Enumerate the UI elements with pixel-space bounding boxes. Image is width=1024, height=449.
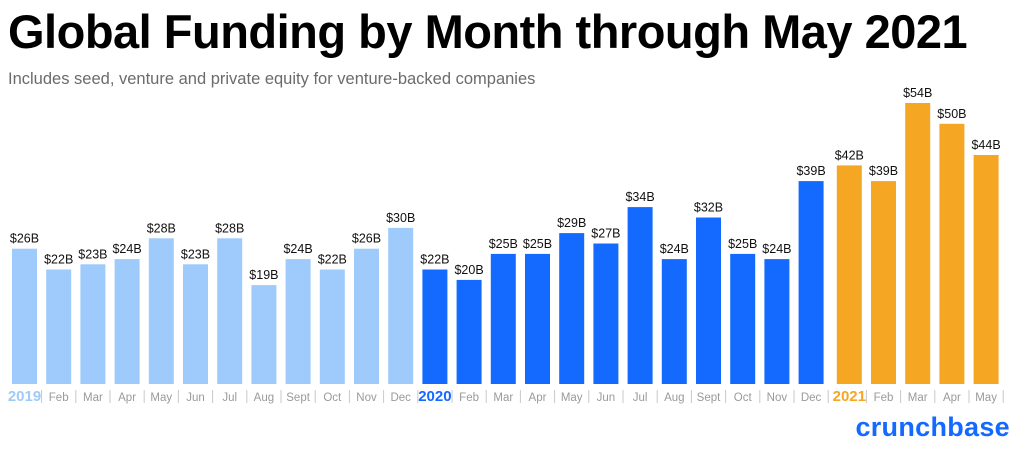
bar-2019-oct — [319, 269, 345, 384]
bar-value-label: $42B — [835, 148, 864, 162]
x-axis-month-label: Jun — [186, 392, 205, 404]
x-axis-month-label: Sept — [286, 392, 310, 404]
bar-value-label: $23B — [181, 247, 210, 261]
bar-value-label: $39B — [796, 164, 825, 178]
bar-value-label: $24B — [762, 242, 791, 256]
x-axis-month-label: Apr — [118, 392, 136, 404]
bar-2019-dec — [388, 227, 414, 384]
x-axis-month-label: Jul — [222, 392, 237, 404]
bar-value-label: $19B — [249, 268, 278, 282]
bar-value-label: $30B — [386, 211, 415, 225]
bar-2019-sept — [285, 259, 311, 384]
x-axis-month-label: Nov — [356, 392, 377, 404]
bar-2019-nov — [354, 248, 379, 384]
bar-value-label: $25B — [489, 237, 518, 251]
bar-2020-apr — [525, 253, 550, 384]
bar-value-label: $20B — [454, 263, 483, 277]
bar-value-label: $22B — [44, 253, 73, 267]
bar-2019-jul — [217, 238, 243, 384]
x-axis-month-label: Feb — [459, 392, 479, 404]
x-axis-year-label: 2019 — [8, 388, 41, 405]
x-axis-month-label: May — [975, 392, 997, 404]
bar-2019-jun — [183, 264, 208, 384]
x-axis-month-label: Nov — [767, 392, 788, 404]
x-axis-month-label: Mar — [493, 392, 513, 404]
bar-value-label: $22B — [318, 253, 347, 267]
x-axis-year-label: 2021 — [833, 388, 866, 405]
bar-2021-feb — [871, 181, 896, 384]
crunchbase-logo: crunchbase — [855, 412, 1010, 442]
x-axis-month-label: Aug — [664, 392, 684, 404]
bar-2020-feb — [456, 279, 482, 384]
x-axis-month-label: Jul — [633, 392, 648, 404]
bar-2020-sept — [696, 217, 721, 384]
x-axis-month-label: Aug — [254, 392, 274, 404]
bar-value-label: $26B — [10, 232, 39, 246]
bar-2020-may — [559, 233, 585, 384]
x-axis-month-label: May — [561, 392, 583, 404]
bar-2020-oct — [730, 253, 756, 384]
bar-2019-feb — [46, 269, 72, 384]
x-axis-month-label: Sept — [697, 392, 721, 404]
bar-value-label: $25B — [523, 237, 552, 251]
bar-value-label: $50B — [937, 107, 966, 121]
bar-value-label: $54B — [903, 86, 932, 100]
bar-2020-dec — [798, 181, 824, 384]
bar-value-label: $28B — [215, 221, 244, 235]
bar-value-label: $44B — [971, 138, 1000, 152]
bar-value-label: $27B — [591, 227, 620, 241]
chart-subtitle: Includes seed, venture and private equit… — [8, 70, 536, 88]
bar-2021-apr — [939, 123, 965, 385]
bar-2020-aug — [661, 259, 687, 384]
bar-2019-2019 — [12, 248, 37, 384]
x-axis-month-label: Mar — [83, 392, 103, 404]
bar-2020-jul — [627, 207, 653, 384]
bars-group — [12, 103, 999, 385]
chart-title: Global Funding by Month through May 2021 — [8, 5, 968, 58]
bar-value-label: $23B — [78, 247, 107, 261]
bar-2021-may — [973, 155, 999, 384]
bar-2020-jun — [593, 243, 619, 384]
bar-2021-mar — [905, 103, 931, 384]
bar-value-label: $22B — [420, 253, 449, 267]
x-axis-month-label: Oct — [323, 392, 342, 404]
x-axis-month-label: Feb — [49, 392, 69, 404]
bar-2019-may — [148, 238, 174, 384]
x-axis-month-label: Jun — [597, 392, 616, 404]
bar-value-label: $24B — [660, 242, 689, 256]
bar-value-label: $39B — [869, 164, 898, 178]
x-axis-month-label: Oct — [734, 392, 753, 404]
bar-2020-mar — [490, 253, 516, 384]
bar-value-label: $26B — [352, 232, 381, 246]
x-axis-month-label: Apr — [529, 392, 547, 404]
bar-2019-mar — [80, 264, 106, 384]
x-axis-month-label: May — [150, 392, 172, 404]
value-labels-group: $26B $22B $23B $24B $28B $23B $28B $19B $24B $22B… — [10, 86, 1001, 282]
x-axis-month-label: Dec — [390, 392, 411, 404]
x-axis-month-label: Dec — [801, 392, 822, 404]
bar-value-label: $34B — [625, 190, 654, 204]
x-axis-month-label: Feb — [874, 392, 894, 404]
x-axis-labels-group: 2019 Feb Mar Apr May Jun Jul Aug Sept Oct Nov Dec 20… — [8, 388, 1004, 405]
bar-2020-2020 — [422, 269, 448, 384]
x-axis-month-label: Apr — [943, 392, 961, 404]
bar-2020-nov — [764, 259, 790, 384]
bar-value-label: $24B — [112, 242, 141, 256]
x-axis-month-label: Mar — [908, 392, 928, 404]
bar-value-label: $29B — [557, 216, 586, 230]
x-axis-year-label: 2020 — [418, 388, 451, 405]
bar-value-label: $24B — [283, 242, 312, 256]
bar-value-label: $32B — [694, 201, 723, 215]
bar-2019-aug — [251, 285, 277, 384]
bar-2019-apr — [114, 259, 140, 384]
bar-2021-2021 — [836, 165, 862, 384]
bar-value-label: $25B — [728, 237, 757, 251]
bar-value-label: $28B — [147, 221, 176, 235]
